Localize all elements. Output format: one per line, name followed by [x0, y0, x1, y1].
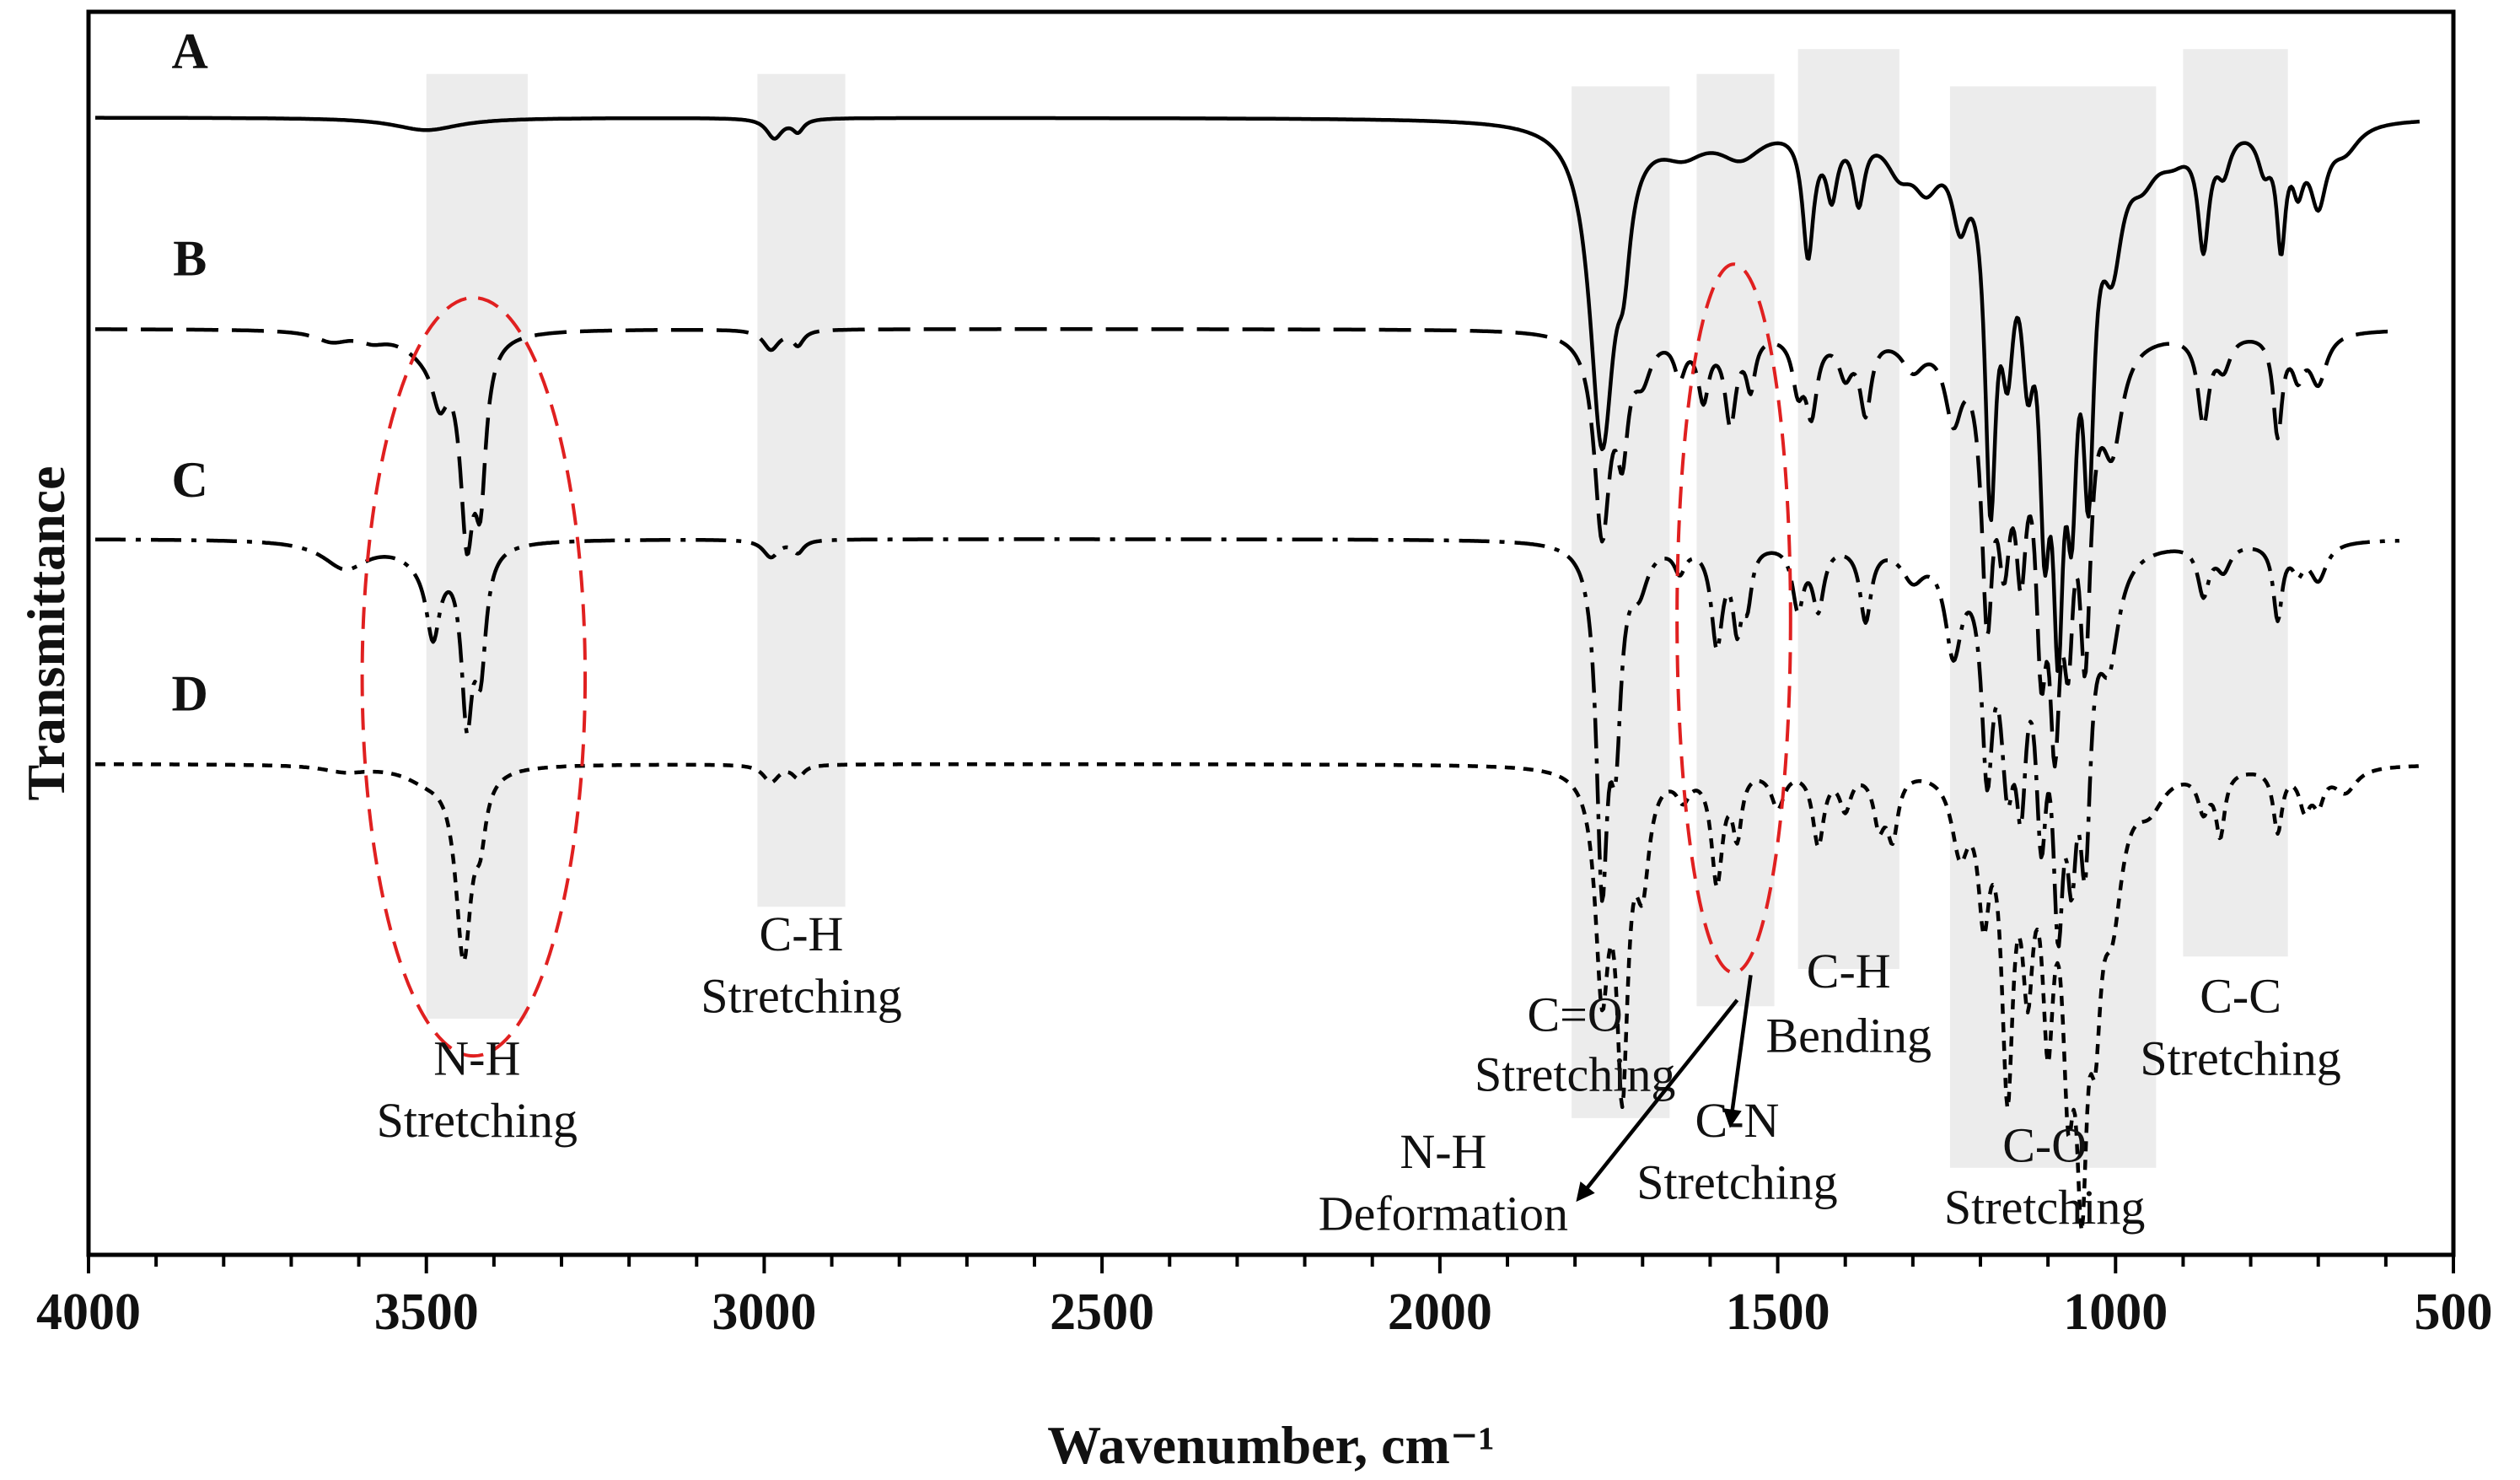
annotation-6-line-0: C-O [2002, 1117, 2087, 1172]
plot-axes: 4000 3500 3000 2500 2000 1500 1000 500 Wavenumbe… [16, 9, 2493, 1475]
spectra-series: A B C D [94, 23, 2421, 1234]
annotation-2-line-0: C=O [1528, 988, 1623, 1042]
x-tick-label-500: 500 [2415, 1284, 2493, 1341]
annotation-arrow-0 [1576, 998, 1739, 1203]
annotation-6-line-1: Stretching [1944, 1180, 2145, 1235]
annotation-3-line-1: Deformation [1319, 1187, 1568, 1241]
annotation-4-line-1: Stretching [1636, 1155, 1837, 1210]
band-region-5 [1949, 86, 2157, 1168]
series-label-C: C [172, 452, 208, 508]
spectrum-line-A [94, 116, 2421, 673]
assignment-bands [426, 49, 2288, 1168]
y-axis-title: Transmittance [16, 466, 76, 801]
annotation-0-line-0: C-H [760, 907, 844, 961]
annotation-5-line-0: C-H [1807, 944, 1891, 998]
x-tick-label-2000: 2000 [1388, 1284, 1492, 1341]
annotation-5-line-1: Bending [1765, 1009, 1932, 1063]
annotation-2-line-1: Stretching [1475, 1047, 1675, 1101]
band-annotations: C-HStretchingN-HStretchingC=OStretchingN… [377, 907, 2341, 1241]
annotation-7-line-0: C-C [2200, 969, 2281, 1024]
band-region-2 [1572, 86, 1670, 1118]
x-tick-label-4000: 4000 [36, 1284, 141, 1341]
band-region-3 [1696, 73, 1775, 1007]
highlight-ellipse-0 [360, 296, 588, 1058]
band-region-0 [426, 73, 528, 1019]
plot-frame [86, 9, 2456, 1257]
highlight-ellipses [360, 262, 1792, 1058]
spectrum-line-D [94, 762, 2421, 1234]
x-tick-label-1500: 1500 [1726, 1284, 1830, 1341]
annotation-3-line-0: N-H [1400, 1124, 1486, 1179]
annotation-7-line-1: Stretching [2140, 1031, 2340, 1085]
spectrum-line-C [94, 537, 2400, 949]
series-label-A: A [172, 23, 208, 78]
annotation-1-line-1: Stretching [377, 1093, 578, 1148]
band-region-6 [2183, 49, 2288, 957]
annotation-arrow-1 [1722, 975, 1753, 1128]
x-axis-title: Wavenumber, cm⁻¹ [1047, 1415, 1495, 1475]
x-tick-label-3500: 3500 [374, 1284, 479, 1341]
series-label-B: B [173, 230, 207, 286]
band-region-1 [757, 73, 846, 907]
x-tick-label-1000: 1000 [2063, 1284, 2168, 1341]
annotation-4-line-0: C-N [1695, 1093, 1780, 1148]
spectrum-line-B [94, 327, 2400, 769]
annotation-0-line-1: Stretching [701, 969, 901, 1024]
series-label-D: D [172, 665, 208, 721]
x-tick-label-3000: 3000 [712, 1284, 816, 1341]
highlight-ellipse-1 [1675, 262, 1792, 975]
annotation-1-line-0: N-H [433, 1031, 520, 1085]
x-tick-label-2500: 2500 [1050, 1284, 1154, 1341]
